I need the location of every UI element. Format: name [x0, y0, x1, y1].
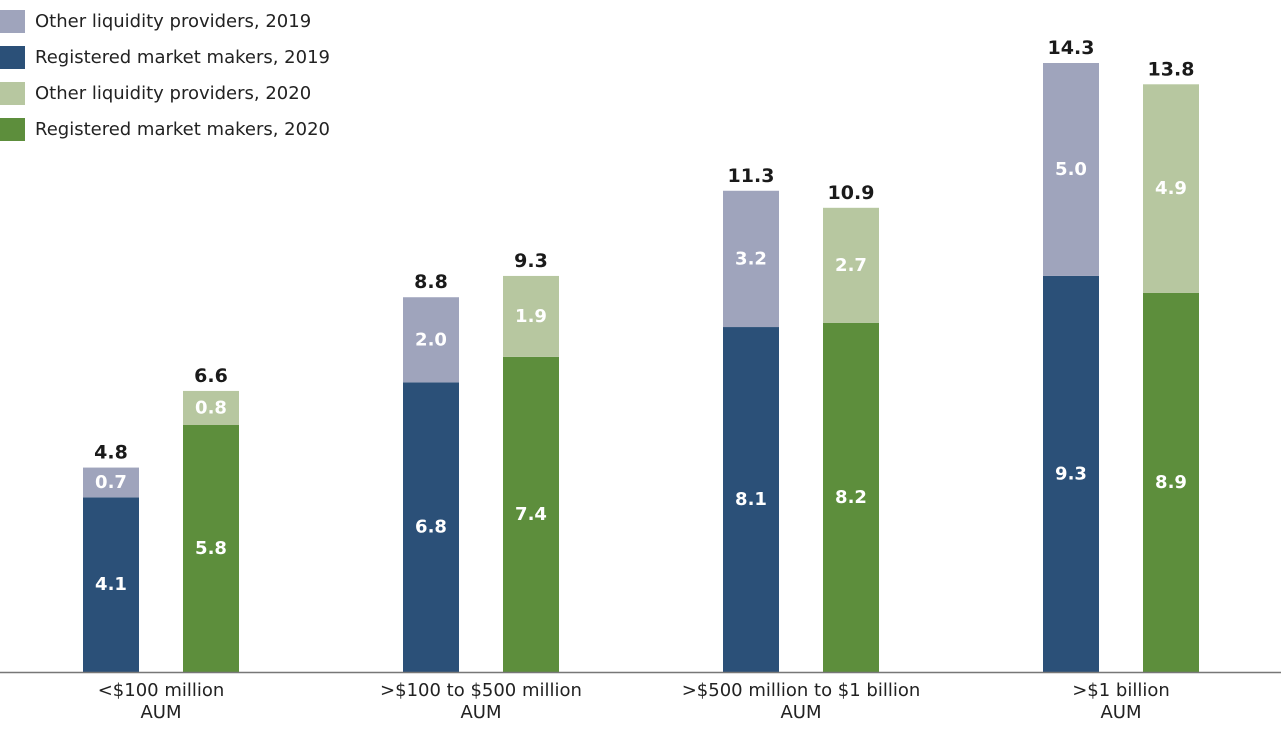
bar-segment: [1043, 275, 1099, 672]
bar-segment: [823, 322, 879, 672]
bar-segment: [503, 275, 559, 357]
data-label: 7.4: [515, 504, 547, 525]
total-label: 11.3: [728, 165, 775, 187]
category-label: >$1 billion AUM: [1072, 680, 1170, 723]
data-label: 2.0: [415, 329, 447, 350]
legend-label: Other liquidity providers, 2019: [35, 10, 312, 32]
bar-segment: [83, 497, 139, 672]
bar-segment: [403, 382, 459, 672]
total-label: 6.6: [194, 365, 228, 387]
bar-segment: [1143, 84, 1199, 293]
category-label: >$100 to $500 million AUM: [380, 680, 582, 723]
bar-segment: [1143, 292, 1199, 672]
legend-item-other-2020: Other liquidity providers, 2020: [0, 75, 330, 111]
total-label: 4.8: [94, 442, 128, 464]
data-label: 6.8: [415, 517, 447, 538]
total-label: 8.8: [414, 271, 448, 293]
data-label: 4.9: [1155, 178, 1187, 199]
legend-label: Registered market makers, 2020: [35, 118, 330, 140]
legend-swatch: [0, 45, 25, 69]
data-label: 8.1: [735, 489, 767, 510]
data-label: 5.8: [195, 538, 227, 559]
bar-segment: [403, 297, 459, 383]
legend-swatch: [0, 9, 25, 33]
legend: Other liquidity providers, 2019 Register…: [0, 3, 330, 147]
data-label: 0.7: [95, 472, 127, 493]
bar-segment: [1043, 63, 1099, 276]
data-label: 9.3: [1055, 463, 1087, 484]
legend-item-registered-2020: Registered market makers, 2020: [0, 111, 330, 147]
legend-swatch: [0, 117, 25, 141]
data-label: 8.9: [1155, 472, 1187, 493]
legend-label: Other liquidity providers, 2020: [35, 82, 312, 104]
total-label: 14.3: [1048, 37, 1095, 59]
bar-segment: [503, 356, 559, 672]
legend-item-other-2019: Other liquidity providers, 2019: [0, 3, 330, 39]
bar-segment: [83, 467, 139, 498]
legend-item-registered-2019: Registered market makers, 2019: [0, 39, 330, 75]
bar-segment: [183, 390, 239, 425]
category-label: >$500 million to $1 billion AUM: [681, 680, 921, 723]
data-label: 0.8: [195, 397, 227, 418]
data-label: 2.7: [835, 255, 867, 276]
bar-segment: [723, 327, 779, 672]
legend-swatch: [0, 81, 25, 105]
total-label: 13.8: [1148, 58, 1195, 80]
data-label: 1.9: [515, 306, 547, 327]
bar-segment: [723, 190, 779, 328]
data-label: 4.1: [95, 574, 127, 595]
category-label: <$100 million AUM: [97, 680, 225, 723]
total-label: 10.9: [828, 182, 875, 204]
data-label: 5.0: [1055, 159, 1087, 180]
data-label: 8.2: [835, 487, 867, 508]
total-label: 9.3: [514, 250, 548, 272]
data-label: 3.2: [735, 248, 767, 269]
legend-label: Registered market makers, 2019: [35, 46, 330, 68]
bar-segment: [823, 207, 879, 323]
bar-segment: [183, 424, 239, 672]
